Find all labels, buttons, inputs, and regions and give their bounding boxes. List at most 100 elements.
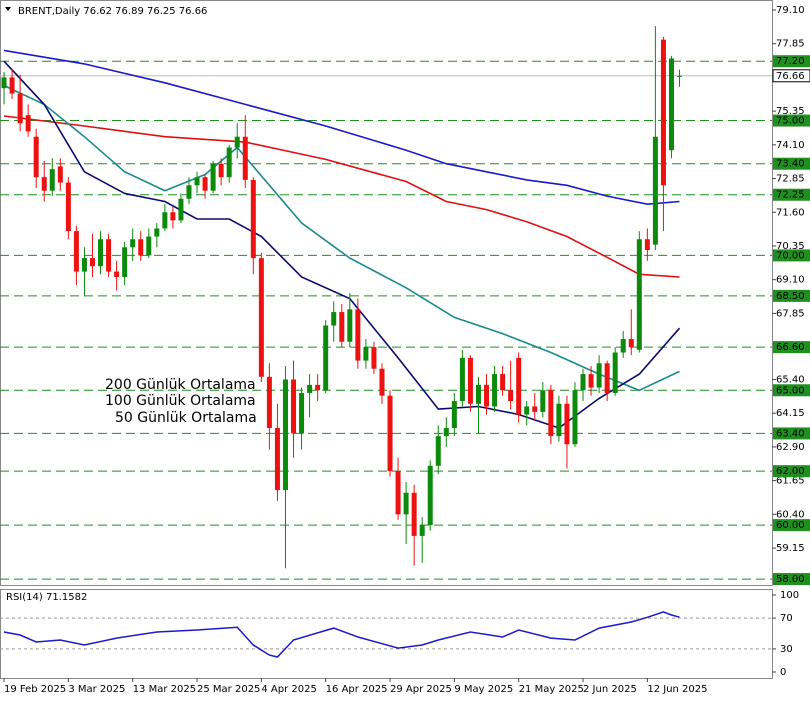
candle-body [652,136,658,245]
candle-body [339,312,345,342]
candle-body [379,368,385,396]
y-tick-label: 77.85 [776,39,805,50]
level-box [773,427,810,440]
candle-body [467,357,473,404]
candle-body [258,258,264,377]
y-tick-label: 75.35 [776,106,805,117]
candle-body [604,363,610,393]
candle-body [411,492,417,536]
candle-body [475,384,481,404]
level-label: 65.00 [776,385,805,396]
y-tick-label: 60.40 [776,509,805,520]
y-tick-label: 61.65 [776,476,805,487]
candle-body [218,163,224,178]
candle-body [548,390,554,437]
candle-body [17,93,23,124]
y-tick-label: 71.60 [776,207,805,218]
rsi-line [3,611,680,658]
candle-body [628,339,634,348]
candle-body [186,185,192,199]
y-tick-label: 74.10 [776,140,805,151]
last-price-box [772,69,810,83]
candle-body [25,115,31,132]
candle-body [138,239,144,256]
candle-body [210,163,216,191]
candle-body [403,492,409,515]
candle-body [73,231,79,272]
y-tick-label: 79.10 [776,5,805,16]
candle-body [612,352,618,393]
candle-body [580,374,586,391]
legend-label: 50 Günlük Ortalama [115,410,257,426]
moving-average [3,115,680,278]
level-label: 68.50 [776,291,805,302]
candle-body [556,403,562,437]
last-price-label: 76.66 [776,71,805,82]
candle-body [266,376,272,429]
candle-body [508,390,514,402]
level-box [773,55,810,68]
level-label: 72.25 [776,190,805,201]
candle-body [274,428,280,491]
candle-body [154,228,160,237]
x-tick-label: 16 Apr 2025 [326,684,388,695]
candle-body [355,309,361,361]
level-box [773,188,810,201]
candle-body [596,363,602,388]
candle-body [57,166,63,183]
candle-body [323,325,329,391]
candle-body [98,239,104,267]
y-tick-label: 59.15 [776,543,805,554]
level-label: 62.00 [776,466,805,477]
candle-body [524,406,530,415]
candle-body [564,403,570,445]
x-tick-label: 9 May 2025 [454,684,513,695]
candle-body [484,384,490,407]
candle-body [250,179,256,259]
candle-body [226,147,232,178]
candle-body [315,384,321,391]
x-tick-label: 29 Apr 2025 [390,684,452,695]
candle-body [395,471,401,515]
candle-body [234,136,240,148]
candle-body [644,239,650,251]
y-tick-label: 62.90 [776,442,805,453]
title-arrow [5,7,11,11]
candle-body [363,347,369,361]
level-box [773,573,810,586]
legend-label: 100 Günlük Ortalama [105,393,256,409]
rsi-panel [0,589,773,679]
candle-body [307,384,313,393]
y-tick-label: 0 [780,667,786,678]
candle-body [435,436,441,466]
candle-body [81,258,87,272]
candle-body [451,401,457,429]
candle-body [146,236,152,256]
level-box [773,289,810,302]
candle-body [572,390,578,445]
candle-body [492,374,498,407]
candle-body [419,525,425,536]
candle-body [1,77,7,89]
candle-body [130,239,136,248]
candle-body [668,58,674,151]
y-tick-label: 65.40 [776,374,805,385]
candle-body [427,465,433,526]
candle-body [620,339,626,353]
candle-body [170,212,176,221]
candle-body [106,239,112,272]
main-panel [0,0,773,586]
level-label: 66.60 [776,342,805,353]
legend-label: 200 Günlük Ortalama [105,377,256,393]
candle-body [291,379,297,434]
candle-body [65,182,71,232]
level-label: 60.00 [776,520,805,531]
candle-body [331,312,337,326]
y-tick-label: 30 [780,644,793,655]
y-tick-label: 64.15 [776,408,805,419]
moving-average [3,49,680,206]
y-tick-label: 67.85 [776,308,805,319]
candle-body [122,247,128,277]
x-tick-label: 4 Apr 2025 [261,684,316,695]
